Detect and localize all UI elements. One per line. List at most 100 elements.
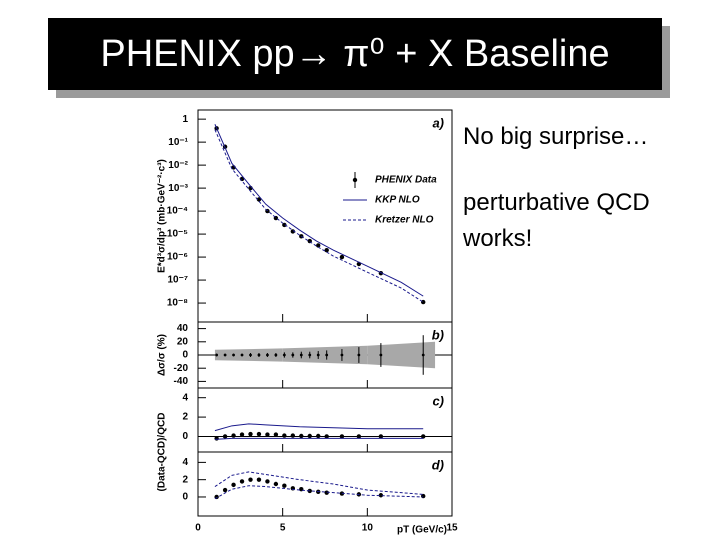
data-point [316, 243, 321, 248]
y-tick-label: 1 [182, 114, 188, 125]
data-point [421, 353, 425, 357]
data-point [340, 353, 344, 357]
data-point [378, 434, 384, 439]
curve [214, 129, 424, 303]
data-point [222, 434, 228, 439]
data-point [357, 353, 361, 357]
data-point [273, 481, 279, 487]
x-tick-label: 0 [195, 523, 201, 534]
data-point [308, 353, 312, 357]
y-tick-label: 0 [182, 350, 188, 361]
data-point [239, 432, 245, 437]
bullet: No big surprise… [463, 123, 649, 150]
data-point [265, 432, 270, 437]
data-point [232, 353, 235, 357]
data-point [291, 353, 295, 357]
data-point [356, 434, 362, 439]
data-point [282, 483, 287, 488]
curve [214, 485, 424, 500]
data-point [316, 433, 321, 439]
data-point [282, 353, 286, 357]
y-tick-label: 10⁻⁷ [167, 275, 188, 286]
data-point [324, 247, 329, 253]
x-axis-label: pT (GeV/c) [397, 525, 447, 536]
data-point [231, 433, 236, 438]
y-tick-label: 10⁻² [168, 160, 188, 171]
bullet: perturbative QCD works! [463, 189, 650, 252]
y-tick-label: -20 [174, 363, 189, 374]
data-point [274, 353, 278, 357]
curve [214, 423, 424, 432]
panel-label: d) [432, 457, 444, 472]
y-tick-label: 10⁻⁶ [167, 252, 188, 263]
data-point [273, 432, 279, 437]
curve [214, 124, 424, 297]
data-point [223, 353, 227, 357]
error-band [214, 348, 283, 362]
data-point [231, 482, 236, 488]
data-point [257, 353, 261, 357]
data-point [266, 353, 269, 357]
y-axis-label: (Data-QCD)/QCD [157, 413, 168, 492]
legend-label: KKP NLO [375, 195, 420, 206]
data-point [339, 254, 345, 260]
data-point [299, 353, 303, 357]
plot-frame [197, 387, 453, 453]
curve [214, 437, 424, 440]
y-tick-label: 4 [182, 457, 188, 468]
y-tick-label: 10⁻⁵ [167, 229, 188, 240]
legend-marker [352, 177, 358, 183]
data-point [265, 479, 270, 484]
y-tick-label: -40 [174, 376, 189, 387]
data-point [248, 431, 253, 437]
data-point [256, 477, 262, 482]
y-axis-label: E*d³σ/dp³ (mb·GeV⁻²·c³) [157, 159, 168, 273]
data-point [282, 222, 287, 228]
y-axis-label: Δσ/σ (%) [157, 334, 168, 376]
y-tick-label: 10⁻⁴ [167, 206, 188, 217]
data-point [215, 353, 219, 357]
y-tick-label: 2 [182, 474, 188, 485]
y-tick-label: 2 [182, 412, 188, 423]
data-point [299, 433, 304, 439]
data-point [282, 433, 287, 438]
slide-title: PHENIX pp→ π⁰ + X Baseline [48, 18, 662, 90]
data-point [239, 479, 245, 484]
plot-frame [197, 451, 453, 517]
curve [214, 471, 424, 495]
x-tick-label: 5 [280, 523, 286, 534]
x-tick-label: 10 [362, 523, 374, 534]
data-point [421, 434, 426, 439]
y-tick-label: 0 [182, 431, 188, 442]
y-tick-label: 0 [182, 492, 188, 503]
panel-label: c) [432, 393, 444, 408]
data-point [256, 197, 262, 202]
y-tick-label: 40 [177, 323, 189, 334]
panel-label: b) [432, 327, 444, 342]
error-band [367, 341, 436, 369]
y-tick-label: 20 [177, 336, 189, 347]
y-tick-label: 10⁻¹ [168, 137, 188, 148]
data-point [379, 353, 383, 357]
data-point [307, 433, 312, 439]
panel-label: a) [432, 115, 444, 130]
data-point [222, 487, 228, 493]
error-band [282, 345, 368, 365]
y-tick-label: 10⁻³ [168, 183, 188, 194]
data-point [240, 353, 244, 357]
legend-label: Kretzer NLO [375, 215, 434, 226]
data-point [324, 490, 329, 495]
data-point [339, 434, 345, 439]
data-point [214, 436, 219, 441]
data-point [316, 353, 320, 357]
data-point [378, 493, 384, 498]
y-tick-label: 10⁻⁸ [167, 298, 188, 309]
x-tick-label: 15 [446, 523, 458, 534]
data-point [290, 229, 296, 234]
legend-label: PHENIX Data [375, 175, 437, 186]
y-tick-label: 4 [182, 392, 188, 403]
data-point [249, 353, 252, 357]
data-point [325, 353, 329, 357]
